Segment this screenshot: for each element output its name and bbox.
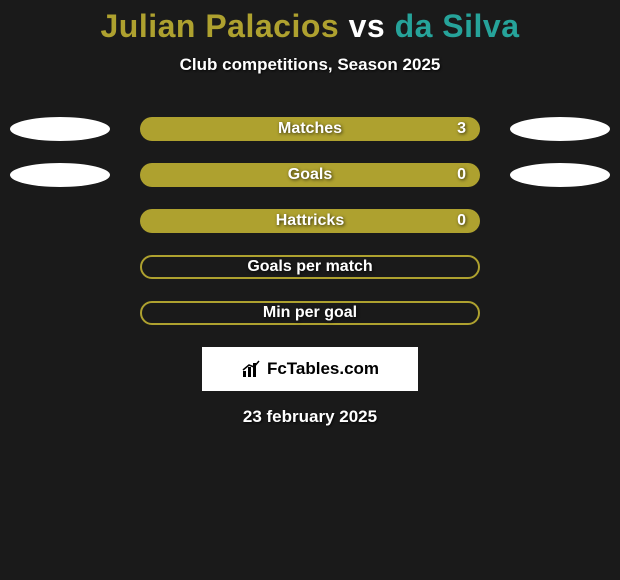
stat-bar: Goals 0 (140, 163, 480, 187)
stat-row: Matches 3 (0, 117, 620, 141)
stat-value: 3 (457, 120, 466, 138)
stat-label: Hattricks (276, 212, 344, 230)
comparison-card: Julian Palacios vs da Silva Club competi… (0, 0, 620, 427)
stat-bar: Goals per match (140, 255, 480, 279)
brand-inner: FcTables.com (241, 359, 379, 379)
player2-name: da Silva (395, 8, 520, 44)
stat-label: Min per goal (263, 304, 357, 322)
right-ellipse (510, 163, 610, 187)
stat-row: Goals per match (0, 255, 620, 279)
brand-box: FcTables.com (202, 347, 418, 391)
brand-text: FcTables.com (267, 359, 379, 379)
left-ellipse (10, 163, 110, 187)
page-title: Julian Palacios vs da Silva (0, 8, 620, 45)
stat-bar: Matches 3 (140, 117, 480, 141)
stat-bar: Min per goal (140, 301, 480, 325)
subtitle: Club competitions, Season 2025 (0, 55, 620, 75)
vs-text: vs (349, 8, 386, 44)
right-ellipse (510, 117, 610, 141)
stat-label: Matches (278, 120, 342, 138)
footer-date: 23 february 2025 (0, 407, 620, 427)
stat-label: Goals (288, 166, 332, 184)
stat-row: Hattricks 0 (0, 209, 620, 233)
stat-label: Goals per match (247, 258, 372, 276)
left-ellipse (10, 117, 110, 141)
stat-row: Goals 0 (0, 163, 620, 187)
bar-chart-icon (241, 359, 261, 379)
player1-name: Julian Palacios (100, 8, 339, 44)
stat-bar: Hattricks 0 (140, 209, 480, 233)
stat-value: 0 (457, 166, 466, 184)
stats-rows: Matches 3 Goals 0 Hattricks 0 Goals per match M… (0, 117, 620, 325)
stat-row: Min per goal (0, 301, 620, 325)
stat-value: 0 (457, 212, 466, 230)
